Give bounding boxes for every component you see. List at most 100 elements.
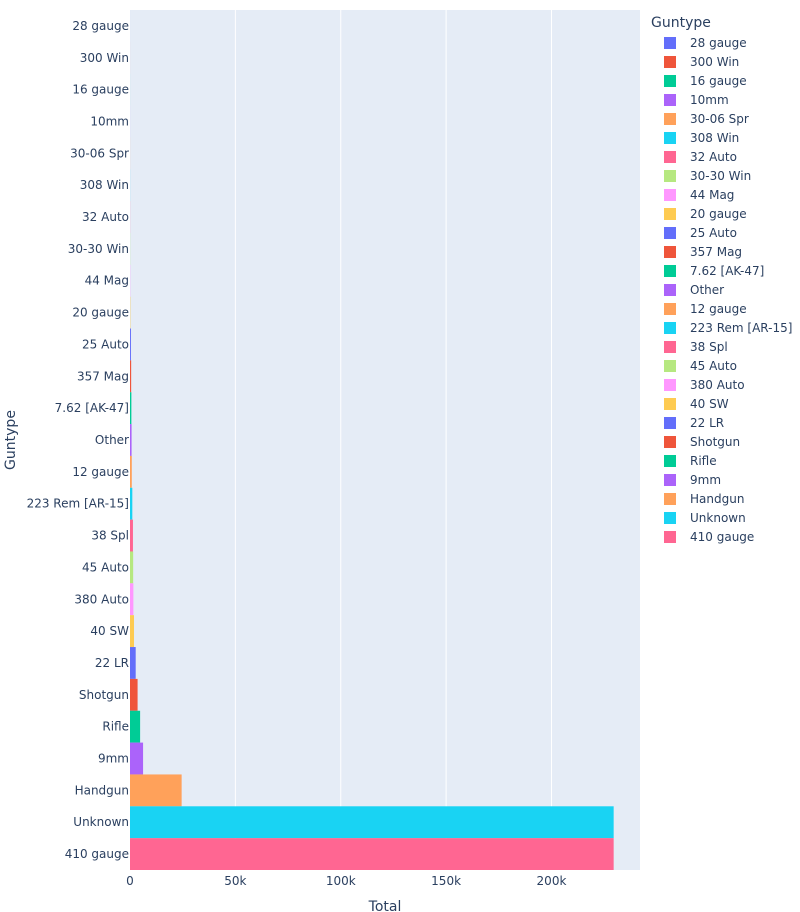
y-tick-label: Unknown	[73, 815, 129, 829]
y-tick-label: 300 Win	[80, 51, 129, 65]
x-tick-label: 200k	[537, 874, 567, 888]
legend-item-label[interactable]: Shotgun	[690, 435, 740, 449]
legend-swatch[interactable]	[664, 56, 676, 68]
legend-item-label[interactable]: 44 Mag	[690, 188, 734, 202]
bar-223-rem-ar-15	[130, 487, 133, 520]
legend-swatch[interactable]	[664, 113, 676, 125]
legend-item-label[interactable]: Rifle	[690, 454, 717, 468]
y-axis-title: Guntype	[3, 410, 19, 470]
bar-410-gauge	[130, 838, 614, 870]
y-tick-label: 38 Spl	[91, 529, 129, 543]
legend-swatch[interactable]	[664, 436, 676, 448]
legend-item-label[interactable]: Other	[690, 283, 724, 297]
legend-item-label[interactable]: 38 Spl	[690, 340, 728, 354]
legend-item-label[interactable]: 300 Win	[690, 55, 739, 69]
legend-item-label[interactable]: 40 SW	[690, 397, 729, 411]
y-tick-label: Shotgun	[79, 688, 129, 702]
x-tick-label: 0	[126, 874, 134, 888]
legend-swatch[interactable]	[664, 265, 676, 277]
legend-swatch[interactable]	[664, 360, 676, 372]
legend-item-label[interactable]: 357 Mag	[690, 245, 742, 259]
legend-item-label[interactable]: 7.62 [AK-47]	[690, 264, 764, 278]
bar-38-spl	[130, 519, 133, 552]
y-tick-label: Handgun	[75, 783, 129, 797]
bar-7-62-ak-47	[130, 392, 132, 425]
legend-swatch[interactable]	[664, 341, 676, 353]
legend-item-label[interactable]: 22 LR	[690, 416, 724, 430]
legend-swatch[interactable]	[664, 322, 676, 334]
y-tick-label: 16 gauge	[72, 83, 129, 97]
legend-swatch[interactable]	[664, 75, 676, 87]
y-tick-label: 10mm	[90, 114, 129, 128]
legend-swatch[interactable]	[664, 379, 676, 391]
legend-item-label[interactable]: 410 gauge	[690, 530, 754, 544]
legend-item-label[interactable]: 380 Auto	[690, 378, 745, 392]
bar-25-auto	[130, 328, 131, 361]
bar-other	[130, 424, 132, 456]
bar-12-gauge	[130, 455, 132, 488]
legend-item-label[interactable]: 9mm	[690, 473, 721, 487]
legend-swatch[interactable]	[664, 208, 676, 220]
bars	[130, 10, 614, 870]
y-tick-label: 30-30 Win	[68, 242, 129, 256]
y-tick-label: 30-06 Spr	[70, 146, 129, 160]
legend-swatch[interactable]	[664, 246, 676, 258]
bar-357-mag	[130, 360, 132, 393]
legend-swatch[interactable]	[664, 132, 676, 144]
legend-swatch[interactable]	[664, 94, 676, 106]
y-tick-label: 9mm	[98, 752, 129, 766]
x-tick-labels: 0 50k 100k 150k 200k	[126, 874, 566, 888]
legend-item-label[interactable]: 30-06 Spr	[690, 112, 749, 126]
legend-item-label[interactable]: 308 Win	[690, 131, 739, 145]
legend-swatch[interactable]	[664, 227, 676, 239]
bar-40-sw	[130, 615, 135, 648]
legend-item-label[interactable]: 45 Auto	[690, 359, 737, 373]
legend-item-label[interactable]: 30-30 Win	[690, 169, 751, 183]
legend-item-label[interactable]: 10mm	[690, 93, 729, 107]
bar-380-auto	[130, 583, 134, 616]
bar-9mm	[130, 742, 144, 775]
y-tick-label: 20 gauge	[72, 306, 129, 320]
y-tick-labels: 28 gauge 300 Win 16 gauge 10mm 30-06 Spr 308 …	[27, 19, 130, 861]
legend-swatch[interactable]	[664, 189, 676, 201]
legend-swatch[interactable]	[664, 512, 676, 524]
y-tick-label: 28 gauge	[72, 19, 129, 33]
bar-handgun	[130, 774, 182, 807]
legend-swatch[interactable]	[664, 37, 676, 49]
y-tick-label: 357 Mag	[77, 369, 129, 383]
legend-swatch[interactable]	[664, 284, 676, 296]
legend-swatch[interactable]	[664, 303, 676, 315]
legend-swatch[interactable]	[664, 417, 676, 429]
y-tick-label: 7.62 [AK-47]	[55, 401, 129, 415]
x-tick-label: 100k	[326, 874, 356, 888]
legend: 28 gauge 300 Win 16 gauge 10mm 30-06 Spr 308 …	[664, 36, 792, 544]
legend-item-label[interactable]: 28 gauge	[690, 36, 747, 50]
legend-item-label[interactable]: Unknown	[690, 511, 746, 525]
legend-item-label[interactable]: 16 gauge	[690, 74, 747, 88]
bar-rifle	[130, 710, 141, 743]
plot-area	[130, 10, 640, 870]
x-tick-label: 50k	[224, 874, 246, 888]
legend-item-label[interactable]: 25 Auto	[690, 226, 737, 240]
legend-item-label[interactable]: 32 Auto	[690, 150, 737, 164]
legend-swatch[interactable]	[664, 455, 676, 467]
legend-item-label[interactable]: Handgun	[690, 492, 744, 506]
x-tick-label: 150k	[431, 874, 461, 888]
gridlines	[234, 10, 552, 870]
legend-swatch[interactable]	[664, 531, 676, 543]
legend-swatch[interactable]	[664, 170, 676, 182]
legend-item-label[interactable]: 223 Rem [AR-15]	[690, 321, 792, 335]
legend-swatch[interactable]	[664, 151, 676, 163]
y-tick-label: 223 Rem [AR-15]	[27, 497, 129, 511]
x-axis-title: Total	[368, 899, 402, 912]
legend-item-label[interactable]: 20 gauge	[690, 207, 747, 221]
legend-swatch[interactable]	[664, 398, 676, 410]
legend-swatch[interactable]	[664, 474, 676, 486]
legend-swatch[interactable]	[664, 493, 676, 505]
legend-item-label[interactable]: 12 gauge	[690, 302, 747, 316]
y-tick-label: 32 Auto	[82, 210, 129, 224]
y-tick-label: 45 Auto	[82, 560, 129, 574]
y-tick-label: 12 gauge	[72, 465, 129, 479]
y-tick-label: 308 Win	[80, 178, 129, 192]
